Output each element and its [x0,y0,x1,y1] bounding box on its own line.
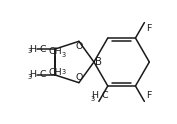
Text: 3: 3 [28,48,32,54]
Text: O: O [76,42,83,51]
Text: C: C [40,45,46,54]
Text: F: F [146,91,152,100]
Text: 3: 3 [62,52,66,58]
Text: H: H [29,70,36,79]
Text: C: C [102,91,109,100]
Text: 3: 3 [62,69,66,75]
Text: O: O [76,73,83,82]
Text: H: H [91,91,98,100]
Text: 3: 3 [91,96,95,102]
Text: CH: CH [48,47,62,56]
Text: F: F [146,24,152,33]
Text: C: C [40,70,46,79]
Text: 3: 3 [28,74,32,80]
Text: CH: CH [48,68,62,77]
Text: B: B [95,57,102,67]
Text: H: H [29,45,36,54]
